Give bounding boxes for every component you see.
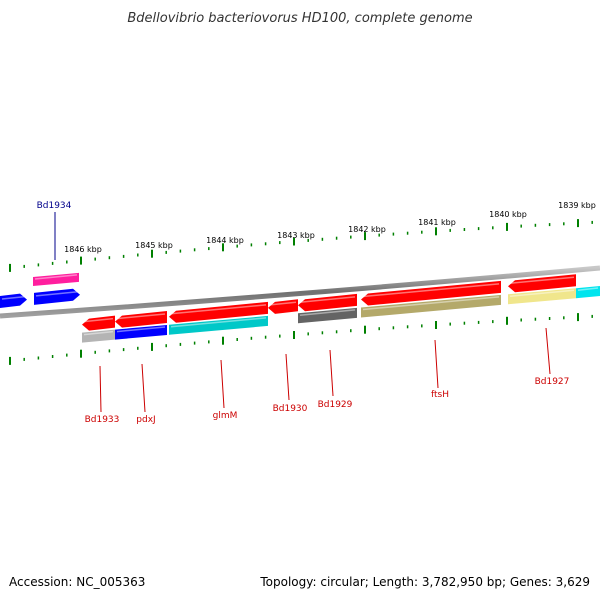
plus-strand-gene-arrow <box>0 293 27 308</box>
tick-label: 1842 kbp <box>348 225 386 234</box>
gene-label: Bd1934 <box>37 201 72 211</box>
feature-highlight <box>34 274 78 280</box>
feature-highlight <box>1 295 26 300</box>
map-title: Bdellovibrio bacteriovorus HD100, comple… <box>127 11 472 26</box>
tick-label: 1840 kbp <box>489 210 527 219</box>
feature-highlight <box>35 291 79 297</box>
feature-highlight <box>83 317 114 323</box>
gene-box-bd1929 <box>298 307 357 324</box>
feature-highlight <box>577 287 599 291</box>
gene-label: pdxJ <box>136 415 155 425</box>
gene-box-glmm <box>169 315 268 335</box>
feature-highlight <box>299 296 356 303</box>
gene-label: glmM <box>213 411 238 421</box>
label-leaders <box>54 212 551 413</box>
tick-label: 1846 kbp <box>64 245 102 254</box>
feature-highlight <box>83 330 114 336</box>
feature-highlight <box>170 304 267 315</box>
topology-text: Topology: circular; Length: 3,782,950 bp… <box>259 575 590 589</box>
gene-box-bd1933 <box>82 329 115 343</box>
cds-arrow-pdxj <box>115 311 167 328</box>
gene-box-pdxj <box>115 325 167 340</box>
gene-label: ftsH <box>431 390 449 400</box>
cds-arrow-ftsh <box>361 280 501 306</box>
cds-arrow-bd1927 <box>508 274 576 293</box>
feature-track <box>0 272 600 343</box>
tick-label: 1839 kbp <box>558 201 596 210</box>
feature-highlight <box>299 309 356 316</box>
gene-label: Bd1929 <box>318 400 353 410</box>
outer-tick-ring <box>9 219 593 272</box>
plus-strand-gene-arrow <box>34 288 80 305</box>
feature-highlight <box>362 296 500 311</box>
cds-arrow-bd1929 <box>298 293 357 312</box>
gene-box-offscreen <box>576 286 600 299</box>
gene-box-bd1934 <box>33 272 79 286</box>
feature-highlight <box>116 326 166 333</box>
gene-box-ftsh <box>361 294 501 318</box>
feature-highlight <box>509 276 575 285</box>
tick-label: 1844 kbp <box>206 236 244 245</box>
feature-highlight <box>362 283 500 298</box>
tick-label: 1845 kbp <box>135 241 173 250</box>
feature-highlight <box>509 289 575 298</box>
accession-text: Accession: NC_005363 <box>9 575 145 589</box>
gene-label: Bd1930 <box>273 404 308 414</box>
cds-arrow-bd1930 <box>268 299 298 314</box>
cds-arrow-bd1933 <box>82 315 115 331</box>
cds-arrow-glmm <box>169 301 268 323</box>
gene-label: Bd1933 <box>85 415 120 425</box>
gene-box-bd1927 <box>508 288 576 305</box>
feature-highlight <box>269 301 297 306</box>
tick-label: 1843 kbp <box>277 231 315 240</box>
gene-label: Bd1927 <box>535 377 570 387</box>
genome-backbone <box>0 265 600 319</box>
inner-tick-ring <box>9 313 593 365</box>
feature-highlight <box>170 317 267 328</box>
feature-highlight <box>116 313 166 320</box>
tick-label: 1841 kbp <box>418 218 456 227</box>
